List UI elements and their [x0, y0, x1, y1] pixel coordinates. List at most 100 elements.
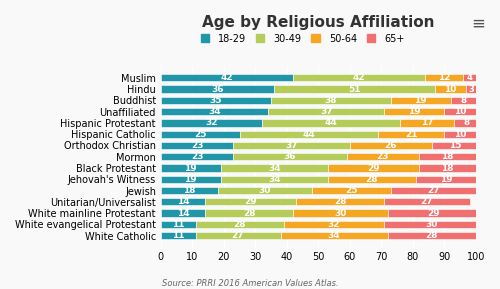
Bar: [466, 86, 476, 93]
Bar: [205, 198, 296, 205]
Title: Age by Religious Affiliation: Age by Religious Affiliation: [202, 15, 434, 30]
Bar: [161, 97, 271, 104]
Bar: [161, 119, 262, 127]
Bar: [234, 153, 346, 160]
Text: 8: 8: [460, 96, 466, 105]
Text: 23: 23: [191, 152, 203, 161]
Text: 51: 51: [348, 85, 361, 94]
Text: 30: 30: [426, 220, 438, 229]
Bar: [161, 176, 220, 183]
Text: 8: 8: [463, 118, 469, 127]
Bar: [196, 232, 280, 239]
Text: 28: 28: [366, 175, 378, 184]
Text: 18: 18: [183, 186, 196, 195]
Bar: [346, 153, 419, 160]
Text: 19: 19: [408, 107, 420, 116]
Bar: [296, 198, 384, 205]
Text: 30: 30: [334, 209, 346, 218]
Bar: [161, 74, 293, 81]
Bar: [293, 74, 426, 81]
Text: 10: 10: [454, 107, 466, 116]
Text: 25: 25: [345, 186, 358, 195]
Text: 3: 3: [468, 85, 474, 94]
Text: 34: 34: [268, 164, 280, 173]
Text: 27: 27: [420, 197, 434, 206]
Bar: [391, 97, 450, 104]
Text: 35: 35: [210, 96, 222, 105]
Bar: [384, 221, 479, 228]
Bar: [416, 176, 476, 183]
Bar: [161, 232, 196, 239]
Bar: [240, 131, 378, 138]
Text: 27: 27: [427, 186, 440, 195]
Bar: [444, 108, 476, 115]
Text: 38: 38: [324, 96, 337, 105]
Bar: [419, 164, 476, 172]
Bar: [391, 187, 476, 194]
Bar: [426, 74, 463, 81]
Bar: [161, 164, 220, 172]
Bar: [388, 210, 479, 217]
Text: 34: 34: [328, 231, 340, 240]
Bar: [161, 221, 196, 228]
Legend: 18-29, 30-49, 50-64, 65+: 18-29, 30-49, 50-64, 65+: [198, 31, 408, 47]
Bar: [196, 221, 284, 228]
Text: 42: 42: [353, 73, 366, 82]
Text: 14: 14: [176, 209, 189, 218]
Bar: [350, 142, 432, 149]
Text: 29: 29: [244, 197, 257, 206]
Text: 44: 44: [324, 118, 338, 127]
Text: 30: 30: [258, 186, 271, 195]
Text: 28: 28: [243, 209, 256, 218]
Bar: [161, 86, 274, 93]
Bar: [161, 108, 268, 115]
Text: 27: 27: [232, 231, 244, 240]
Text: 28: 28: [234, 220, 246, 229]
Text: 37: 37: [286, 141, 298, 150]
Bar: [293, 210, 388, 217]
Text: 17: 17: [420, 118, 434, 127]
Bar: [450, 97, 476, 104]
Text: 28: 28: [334, 197, 346, 206]
Bar: [328, 176, 416, 183]
Text: 42: 42: [220, 73, 234, 82]
Text: 23: 23: [376, 152, 389, 161]
Text: 26: 26: [384, 141, 397, 150]
Bar: [378, 131, 444, 138]
Bar: [280, 232, 388, 239]
Bar: [388, 232, 476, 239]
Bar: [384, 108, 444, 115]
Bar: [454, 119, 479, 127]
Text: 18: 18: [441, 164, 454, 173]
Text: 19: 19: [414, 96, 427, 105]
Bar: [161, 142, 234, 149]
Text: 34: 34: [268, 175, 280, 184]
Bar: [234, 142, 350, 149]
Bar: [328, 164, 419, 172]
Bar: [161, 210, 205, 217]
Bar: [400, 119, 454, 127]
Bar: [161, 187, 218, 194]
Text: 14: 14: [176, 197, 189, 206]
Bar: [384, 198, 470, 205]
Text: 19: 19: [184, 175, 197, 184]
Text: 4: 4: [466, 73, 472, 82]
Text: 18: 18: [441, 152, 454, 161]
Text: 15: 15: [449, 141, 462, 150]
Text: 23: 23: [191, 141, 203, 150]
Bar: [268, 108, 384, 115]
Text: 19: 19: [184, 164, 197, 173]
Text: 36: 36: [212, 85, 224, 94]
Bar: [271, 97, 391, 104]
Text: ≡: ≡: [471, 14, 485, 32]
Text: 11: 11: [172, 220, 184, 229]
Text: 44: 44: [302, 130, 316, 139]
Text: 32: 32: [205, 118, 218, 127]
Text: 28: 28: [426, 231, 438, 240]
Text: 10: 10: [454, 130, 466, 139]
Text: 29: 29: [427, 209, 440, 218]
Text: 36: 36: [284, 152, 296, 161]
Bar: [161, 131, 240, 138]
Bar: [463, 74, 476, 81]
Bar: [220, 164, 328, 172]
